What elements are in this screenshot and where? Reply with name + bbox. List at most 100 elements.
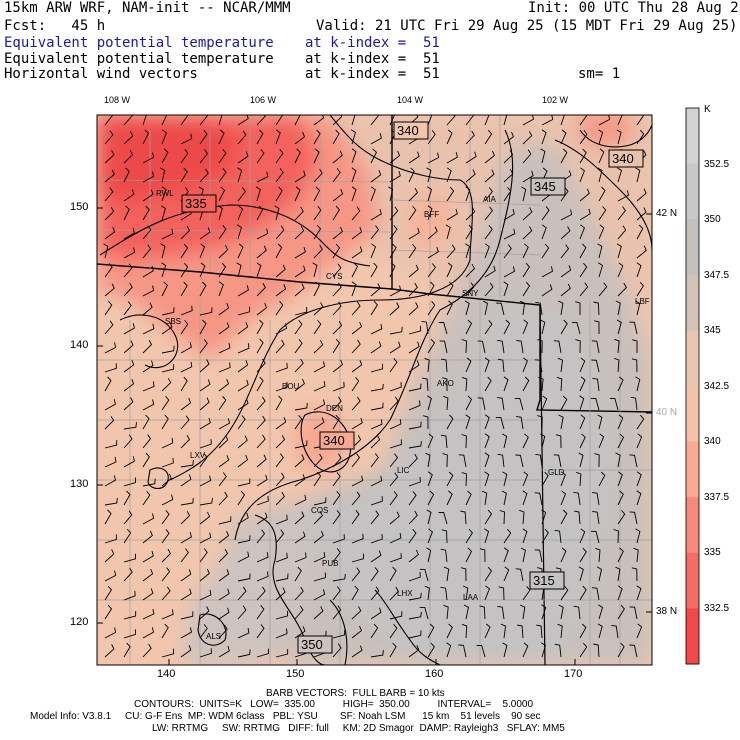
wind-barb xyxy=(275,472,285,487)
wind-barb xyxy=(370,510,380,525)
wind-barb xyxy=(522,319,529,335)
init-time: Init: 00 UTC Thu 28 Aug 25 xyxy=(528,0,740,16)
wind-barb xyxy=(592,492,600,506)
wind-barb xyxy=(312,262,318,278)
wind-barb xyxy=(275,417,287,430)
wind-barb xyxy=(534,549,543,563)
wind-barb xyxy=(294,115,301,126)
wind-barb xyxy=(180,243,189,259)
wind-barb xyxy=(522,357,528,373)
wind-barb xyxy=(422,415,429,430)
wind-barb xyxy=(427,115,433,126)
wind-barb xyxy=(560,319,568,335)
wind-barb xyxy=(180,225,191,240)
wind-barb xyxy=(370,453,379,468)
station-ako: AKO xyxy=(437,379,454,388)
wind-barb xyxy=(294,148,301,164)
wind-barb xyxy=(351,510,360,525)
colorbar-label-352-5: 352.5 xyxy=(704,159,730,170)
wind-barb xyxy=(438,322,448,335)
wind-barb xyxy=(540,642,547,658)
wind-barb xyxy=(256,552,269,563)
wind-barb xyxy=(521,186,527,202)
wind-barb xyxy=(142,265,154,278)
wind-barb xyxy=(275,491,285,506)
wind-barb xyxy=(576,471,582,487)
wind-barb xyxy=(256,129,264,145)
model-title: 15km ARW WRF, NAM-init -- NCAR/MMM xyxy=(4,0,291,16)
wind-barb xyxy=(495,416,505,430)
wind-barb xyxy=(123,150,134,164)
wind-barb xyxy=(389,642,397,658)
wind-barb xyxy=(389,150,401,164)
wind-barb xyxy=(161,457,174,468)
wind-barb xyxy=(419,606,429,620)
wind-barb xyxy=(579,414,586,430)
wind-barb xyxy=(573,491,581,506)
wind-barb xyxy=(560,471,566,487)
wind-barb xyxy=(332,573,346,582)
wind-barb xyxy=(370,300,378,316)
wind-barb xyxy=(522,281,531,297)
wind-barb xyxy=(446,208,458,221)
wind-barb xyxy=(256,512,268,525)
wind-barb xyxy=(427,338,436,354)
wind-barb xyxy=(541,528,549,544)
wind-barb xyxy=(389,611,403,620)
wind-barb xyxy=(427,281,435,297)
wind-barb xyxy=(218,645,230,658)
wind-barb xyxy=(123,205,130,221)
colorbar-label-347-5: 347.5 xyxy=(704,270,730,281)
wind-barb xyxy=(218,262,227,278)
wind-barb xyxy=(218,245,229,259)
wind-barb xyxy=(256,648,269,658)
wind-barb xyxy=(537,415,543,430)
wind-barb xyxy=(579,130,588,145)
wind-barb xyxy=(443,566,450,582)
wind-barb xyxy=(180,262,189,278)
wind-barb xyxy=(597,623,603,639)
wind-barb xyxy=(142,530,153,544)
wind-barb xyxy=(484,129,493,145)
wind-barb xyxy=(313,186,321,202)
wind-barb xyxy=(161,548,172,563)
wind-barb xyxy=(519,300,526,316)
forecast-hour: Fcst: 45 h xyxy=(4,18,106,34)
wind-barb xyxy=(465,490,472,506)
wind-barb xyxy=(256,571,269,582)
wind-barb xyxy=(503,566,510,582)
wind-barb xyxy=(500,623,507,639)
contour-labels: 335 340 345 340 340 315 350 xyxy=(181,121,644,654)
wind-barb xyxy=(598,148,605,164)
field-2-level: at k-index = 51 xyxy=(305,51,440,67)
wind-barb xyxy=(160,167,166,183)
wind-barb xyxy=(541,509,547,525)
wind-barb xyxy=(142,608,155,620)
wind-barb xyxy=(275,573,289,582)
wind-barb xyxy=(142,285,155,297)
wind-barb xyxy=(180,397,192,411)
wind-barb xyxy=(180,305,193,316)
wind-barb xyxy=(199,339,208,354)
wind-barb xyxy=(477,340,486,354)
colorbar-unit: K xyxy=(704,104,711,115)
wind-barb xyxy=(180,434,191,449)
wind-barb xyxy=(218,302,230,316)
wind-barb xyxy=(104,376,112,392)
wind-barb xyxy=(484,566,493,582)
wind-barb xyxy=(237,573,251,582)
wind-barb xyxy=(614,357,620,373)
wind-barb xyxy=(123,360,135,373)
wind-barb xyxy=(332,381,345,392)
wind-barb xyxy=(519,509,525,525)
wind-barb xyxy=(313,606,324,620)
wind-barb xyxy=(496,302,505,316)
wind-barb xyxy=(351,396,361,411)
wind-barb xyxy=(123,378,135,392)
wind-barb xyxy=(479,548,486,563)
wind-barb xyxy=(598,129,604,145)
wind-barb xyxy=(351,186,357,202)
wind-barb xyxy=(142,244,152,259)
wind-barb xyxy=(497,358,505,373)
wind-barb xyxy=(522,170,534,183)
